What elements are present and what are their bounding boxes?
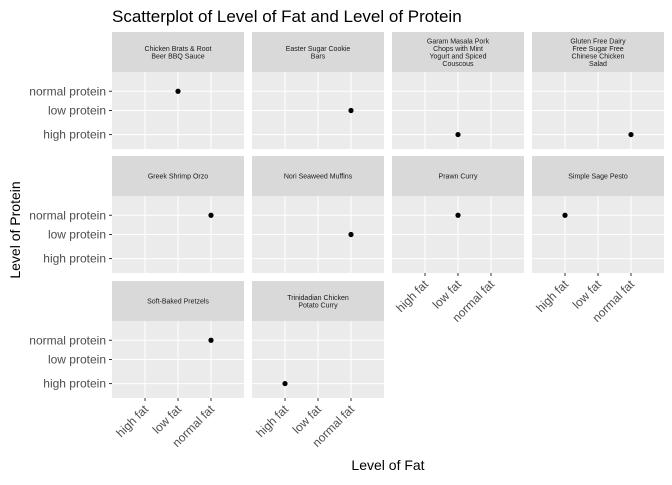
facet-strip-label: Simple Sage Pesto <box>568 174 628 181</box>
facet-strip-label: Chinese Chicken <box>572 53 625 60</box>
facet-strip <box>252 156 384 196</box>
facet-strip-label: Gluten Free Dairy <box>570 38 626 45</box>
x-tick-label: high fat <box>533 277 571 315</box>
data-point <box>208 212 214 218</box>
facet-strip-label: Prawn Curry <box>439 174 478 181</box>
y-tick-label: normal protein <box>29 84 106 98</box>
facet-strip-label: Easter Sugar Cookie <box>286 46 351 53</box>
facet-strip-label: Nori Seaweed Muffins <box>284 174 353 181</box>
y-tick-label: low protein <box>48 104 106 118</box>
facet-strip-label: Garam Masala Pork <box>427 38 490 45</box>
data-point <box>562 212 568 218</box>
x-tick-label: high fat <box>253 402 291 440</box>
facet-strip <box>112 32 244 72</box>
y-tick-label: low protein <box>48 228 106 242</box>
facet-panel: Soft-Baked Pretzels high protein low prote… <box>29 281 244 450</box>
facet-strip-label: Trinidadian Chicken <box>287 295 349 302</box>
facet-strip <box>252 32 384 72</box>
data-point <box>282 380 288 387</box>
facet-strip <box>532 32 664 72</box>
facet-strip-label: Couscous <box>442 61 474 68</box>
facet-strip-label: Greek Shrimp Orzo <box>148 174 208 181</box>
data-point <box>208 337 214 343</box>
y-tick-label: high protein <box>43 128 106 142</box>
facet-panel: Greek Shrimp Orzo high protein low protein… <box>29 156 244 273</box>
facet-strip <box>392 32 524 72</box>
y-tick-label: low protein <box>48 353 106 367</box>
facet-strip-label: Free Sugar Free <box>572 46 623 53</box>
facet-strip-label: Yogurt and Spiced <box>430 53 487 60</box>
facet-strip-label: Soft-Baked Pretzels <box>147 299 209 306</box>
chart-title: Scatterplot of Level of Fat and Level of… <box>112 7 462 26</box>
facet-strip-label: Salad <box>589 61 607 68</box>
data-point <box>348 231 354 238</box>
facet-strip <box>112 281 244 321</box>
y-tick-label: normal protein <box>29 208 106 222</box>
x-tick-label: high fat <box>113 402 151 440</box>
x-tick-label: high fat <box>393 277 431 315</box>
data-point <box>628 131 634 138</box>
y-tick-label: normal protein <box>29 333 106 347</box>
y-tick-label: high protein <box>43 377 106 391</box>
facet-strip-label: Beer BBQ Sauce <box>151 53 204 60</box>
data-point <box>455 131 461 138</box>
facet-strip-label: Bars <box>311 53 326 60</box>
y-axis-title: Level of Protein <box>7 181 23 278</box>
facet-strip <box>532 156 664 196</box>
facet-strip <box>112 156 244 196</box>
facet-strip-label: Chicken Brats & Root <box>145 46 212 53</box>
facet-strip <box>392 156 524 196</box>
data-point <box>175 88 181 94</box>
facet-strip-label: Potato Curry <box>298 302 338 309</box>
facet-panel: Nori Seaweed Muffins <box>252 156 384 273</box>
facet-strip-label: Chops with Mint <box>433 46 483 53</box>
x-axis-title: Level of Fat <box>351 457 424 473</box>
data-point <box>348 107 354 114</box>
facet-strip <box>252 281 384 321</box>
y-tick-label: high protein <box>43 252 106 266</box>
data-point <box>455 212 461 218</box>
